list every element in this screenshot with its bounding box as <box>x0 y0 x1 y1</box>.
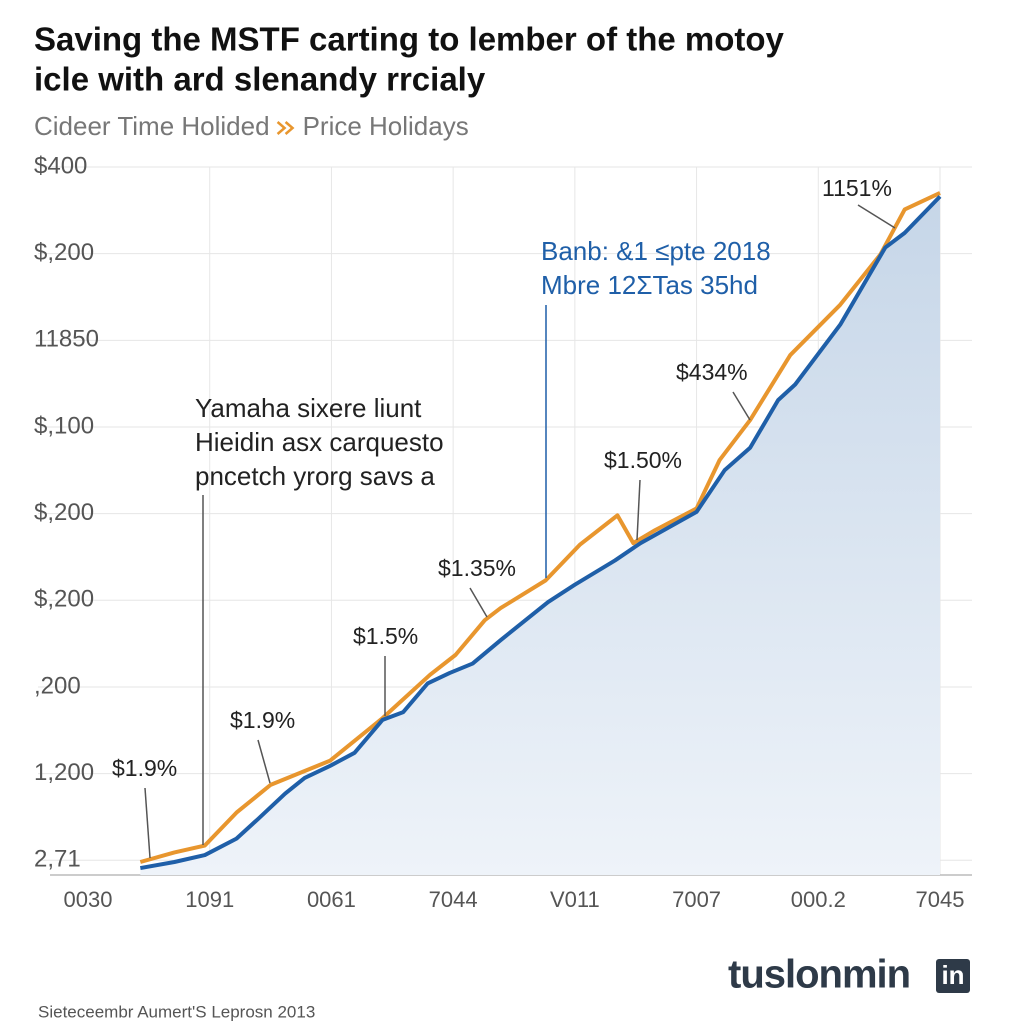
y-tick-label: ,200 <box>34 672 81 699</box>
y-tick-label: $,200 <box>34 586 94 613</box>
series-line <box>139 195 942 871</box>
x-tick-label: 1091 <box>185 887 234 912</box>
annotation-text: Hieidin asx carquesto <box>195 427 444 457</box>
area <box>140 196 940 876</box>
chart-title: Saving the MSTF carting to lember of the… <box>34 21 785 58</box>
y-tick-label: $,200 <box>34 239 94 266</box>
legend-entry: Cideer Time Holided <box>34 111 270 141</box>
chart-title: icle with ard slenandy rrcialy <box>34 61 486 98</box>
annotation-text: $434% <box>676 359 748 385</box>
x-tick-label: 7044 <box>429 887 478 912</box>
annotation-leader <box>857 204 896 229</box>
y-tick-label: 11850 <box>34 326 99 353</box>
x-tick-label: 000.2 <box>791 887 846 912</box>
annotation-text: $1.5% <box>353 623 418 649</box>
y-tick-label: $,100 <box>34 412 94 439</box>
y-tick-label: 1,200 <box>34 759 94 786</box>
annotation-text: 1151% <box>822 175 892 201</box>
annotation-leader <box>144 787 151 859</box>
x-tick-label: V011 <box>550 887 600 912</box>
annotation-text: $1.9% <box>112 755 177 781</box>
logo-badge: in <box>941 960 964 990</box>
annotation-text: $1.35% <box>438 555 516 581</box>
logo-text: tuslonmin <box>728 953 910 997</box>
plot-area: 2,71 1,200 ,200 $,200 $,200 $,100 11850 $,200 $4… <box>34 152 972 912</box>
annotation-text: Banb: &1 ≤pte 2018 <box>541 236 771 266</box>
legend-arrow <box>276 121 295 135</box>
logo-box <box>936 959 970 993</box>
series-line <box>139 191 941 864</box>
annotation-text: Yamaha sixere liunt <box>195 393 422 423</box>
y-tick-label: 2,71 <box>34 846 81 873</box>
annotation-leader <box>469 587 488 618</box>
source-note: Sieteceembr Aumert'S Leprosn 2013 <box>38 1002 315 1021</box>
x-tick-label: 7045 <box>916 887 965 912</box>
x-tick-label: 0061 <box>307 887 356 912</box>
annotation-text: pncetch yrorg savs a <box>195 461 435 491</box>
x-tick-label: 7007 <box>672 887 721 912</box>
annotation-text: $1.50% <box>604 447 682 473</box>
x-tick-label: 0030 <box>64 887 113 912</box>
annotation-leader <box>636 479 641 541</box>
annotation-leader <box>732 391 751 421</box>
y-tick-label: $,200 <box>34 499 94 526</box>
annotation-leader <box>257 739 271 784</box>
annotation-text: Mbre 12ΣTas 35hd <box>541 270 758 300</box>
legend-entry: Price Holidays <box>303 111 469 141</box>
annotation-text: $1.9% <box>230 707 295 733</box>
y-tick-label: $400 <box>34 152 87 179</box>
